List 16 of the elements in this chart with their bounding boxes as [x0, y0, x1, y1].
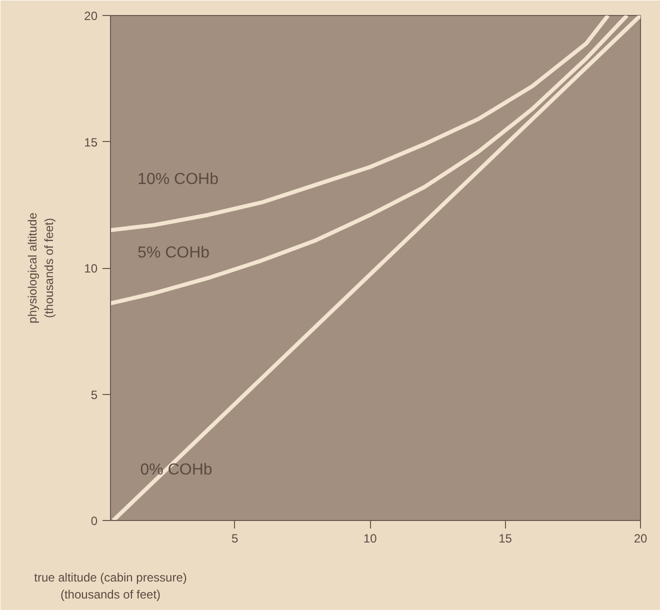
series-label: 0% COHb: [140, 462, 212, 478]
series-label: 5% COHb: [138, 244, 210, 262]
x-tick-label: 15: [498, 532, 512, 546]
x-tick-label: 5: [232, 532, 239, 546]
line-series: [110, 16, 610, 232]
y-axis-title: physiological altitude (thousands of feet): [25, 212, 56, 324]
y-tick-label: 5: [90, 388, 98, 402]
y-tick-label: 20: [84, 9, 98, 23]
x-tick-label: 20: [634, 532, 648, 546]
line-series: [110, 16, 629, 306]
x-tick-label: 10: [363, 532, 378, 546]
x-axis-title: true altitude (cabin pressure) (thousands of feet): [34, 570, 187, 602]
y-tick-label: 0: [90, 514, 98, 528]
y-tick-label: 15: [84, 135, 98, 150]
y-tick-label: 10: [84, 262, 98, 276]
series-label: 10% COHb: [138, 171, 219, 188]
